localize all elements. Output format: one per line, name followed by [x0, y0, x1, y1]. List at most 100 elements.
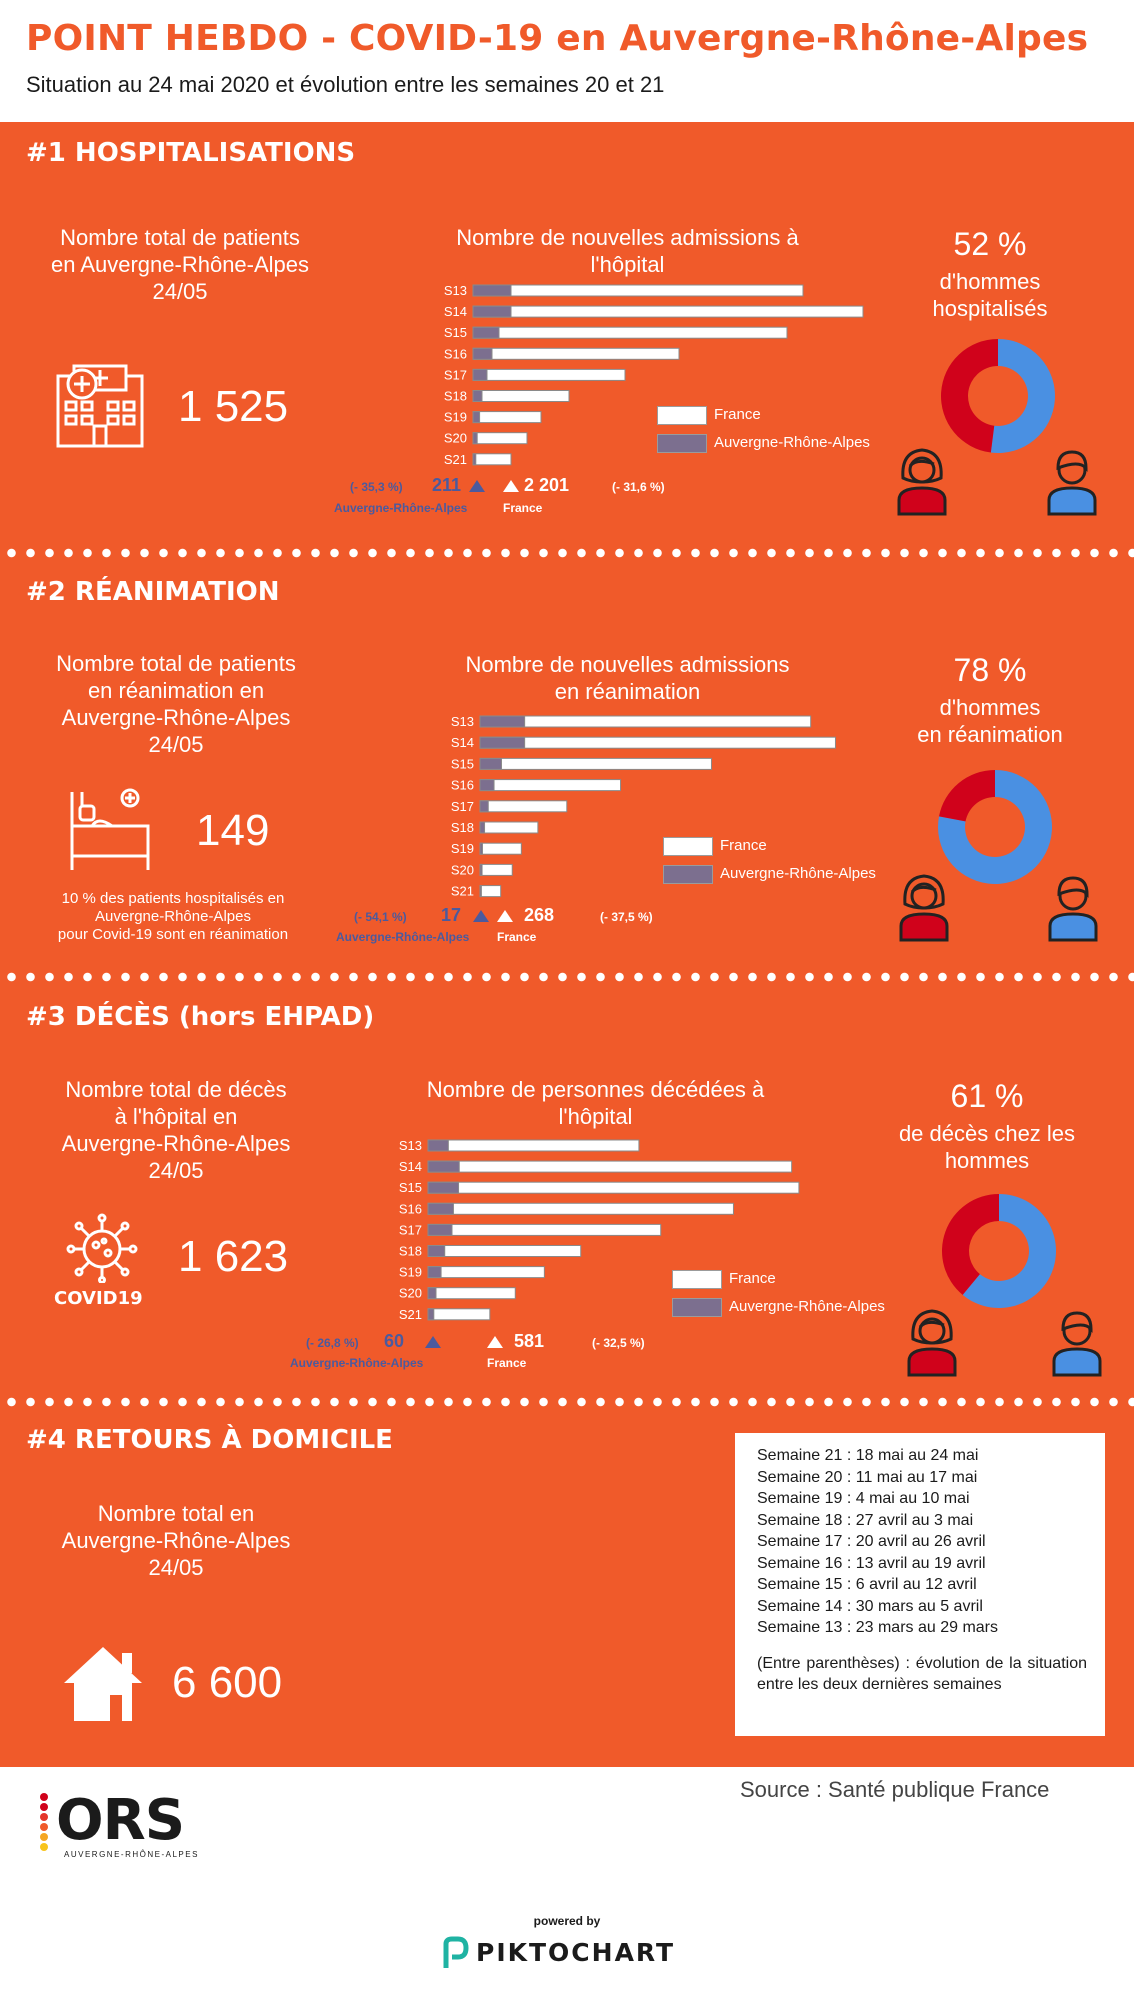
bar-ara: [472, 305, 512, 318]
week-line: Semaine 19 : 4 mai au 10 mai: [757, 1490, 970, 1507]
total-value: 6 600: [172, 1658, 283, 1707]
tick-label: S20: [399, 1286, 422, 1301]
man-icon: [1052, 1311, 1102, 1377]
arrow-up-icon: [425, 1336, 441, 1348]
tick-label: S18: [444, 389, 467, 404]
man-icon: [1047, 450, 1097, 516]
bar-france: [427, 1245, 582, 1257]
tick-label: S16: [444, 346, 467, 361]
legend-swatch-france: [672, 1270, 722, 1289]
section-title: #4 RETOURS À DOMICILE: [26, 1425, 393, 1455]
men-percent-label: de décès chez les hommes: [898, 1121, 1076, 1173]
bar-france: [427, 1308, 491, 1321]
chart-title: Nombre de personnes décédées à l'hôpital: [426, 1077, 765, 1129]
bar-ara: [427, 1139, 449, 1152]
tick-label: S17: [399, 1222, 422, 1237]
tick-label: S13: [399, 1138, 422, 1153]
tick-label: S20: [451, 862, 474, 877]
bar-ara: [479, 736, 526, 749]
legend-label-ara: Auvergne-Rhône-Alpes: [714, 434, 870, 451]
legend-swatch-ara: [663, 865, 713, 884]
week-line: Semaine 17 : 20 avril au 26 avril: [757, 1533, 986, 1550]
week-line: Semaine 20 : 11 mai au 17 mai: [757, 1468, 978, 1486]
tick-label: S20: [444, 431, 467, 446]
tick-label: S17: [444, 367, 467, 382]
virus-icon: [66, 1213, 138, 1283]
tick-label: S16: [399, 1201, 422, 1216]
france-change: (- 37,5 %): [600, 910, 653, 924]
men-percent-label: d'hommes en réanimation: [917, 695, 1063, 747]
bar-ara: [427, 1160, 460, 1173]
legend-label-ara: Auvergne-Rhône-Alpes: [729, 1298, 885, 1315]
ara-name: Auvergne-Rhône-Alpes: [290, 1356, 424, 1370]
tick-label: S19: [444, 410, 467, 425]
bar-ara: [472, 411, 481, 424]
section-title: #2 RÉANIMATION: [26, 577, 280, 607]
ors-logo-subtitle: AUVERGNE-RHÔNE-ALPES: [64, 1850, 199, 1859]
section-title: #1 HOSPITALISATIONS: [26, 138, 356, 168]
total-label: Nombre total de patients en réanimation …: [56, 651, 296, 757]
tick-label: S15: [444, 325, 467, 340]
week-line: Semaine 13 : 23 mars au 29 mars: [757, 1619, 999, 1636]
piktochart-brand: PIKTOCHART: [476, 1938, 676, 1967]
tick-label: S21: [451, 884, 474, 899]
woman-icon: [897, 448, 947, 516]
ors-logo-dots-icon: [40, 1793, 48, 1851]
man-icon: [1048, 876, 1098, 942]
ors-logo: ORS: [56, 1788, 185, 1853]
men-percent: 61 %: [950, 1078, 1024, 1114]
bar-ara: [427, 1223, 453, 1236]
weeks-legend-box: Semaine 21 : 18 mai au 24 mai Semaine 20…: [735, 1433, 1105, 1736]
total-value: 1 525: [178, 382, 289, 431]
bar-france: [427, 1266, 545, 1279]
tick-label: S21: [399, 1307, 422, 1322]
france-name: France: [497, 930, 537, 944]
bar-ara: [427, 1266, 442, 1279]
total-label: Nombre total de patients en Auvergne-Rhô…: [50, 225, 310, 304]
tick-label: S13: [451, 714, 474, 729]
tick-label: S15: [451, 756, 474, 771]
bar-ara: [427, 1245, 446, 1257]
donut-chart-hospital: [941, 339, 1055, 453]
bar-france: [427, 1181, 800, 1194]
france-change: (- 31,6 %): [612, 480, 665, 494]
ara-value: 211: [432, 475, 462, 495]
arrow-up-icon: [469, 480, 485, 492]
chart-title: Nombre de nouvelles admissions à l'hôpit…: [456, 225, 799, 277]
tick-label: S13: [444, 283, 467, 298]
donut-chart-reanimation: [938, 770, 1052, 884]
page-title: POINT HEBDO - COVID-19 en Auvergne-Rhône…: [26, 18, 1089, 59]
bar-ara: [472, 326, 500, 339]
legend-label-france: France: [729, 1270, 776, 1287]
france-value: 581: [514, 1331, 545, 1351]
ara-change: (- 26,8 %): [306, 1336, 359, 1350]
ara-value: 60: [384, 1331, 405, 1351]
tick-label: S18: [451, 820, 474, 835]
bar-ara: [427, 1308, 435, 1321]
week-line: Semaine 21 : 18 mai au 24 mai: [757, 1447, 979, 1464]
bar-ara: [427, 1287, 437, 1300]
woman-icon: [899, 874, 949, 942]
legend-label-france: France: [714, 406, 761, 423]
bar-ara: [427, 1181, 460, 1194]
bar-france: [427, 1160, 793, 1173]
tick-label: S19: [451, 841, 474, 856]
hospital-icon: [56, 364, 144, 448]
source-text: Source : Santé publique France: [740, 1777, 1050, 1802]
bar-ara: [472, 368, 488, 381]
legend-label-france: France: [720, 837, 767, 854]
men-percent-label: d'hommes hospitalisés: [932, 269, 1048, 321]
separator-dots: [0, 1397, 1134, 1407]
week-line: Semaine 15 : 6 avril au 12 avril: [757, 1576, 977, 1593]
hospital-bed-icon: [70, 788, 150, 870]
bar-ara: [479, 800, 489, 813]
weeks-note: (Entre parenthèses) : évolution de la si…: [757, 1654, 1087, 1694]
tick-label: S15: [399, 1180, 422, 1195]
arrow-up-icon: [503, 480, 519, 492]
bar-ara: [427, 1202, 454, 1215]
total-value: 1 623: [178, 1232, 289, 1281]
arrow-up-icon: [473, 910, 489, 922]
slice-men: [962, 1194, 1056, 1308]
